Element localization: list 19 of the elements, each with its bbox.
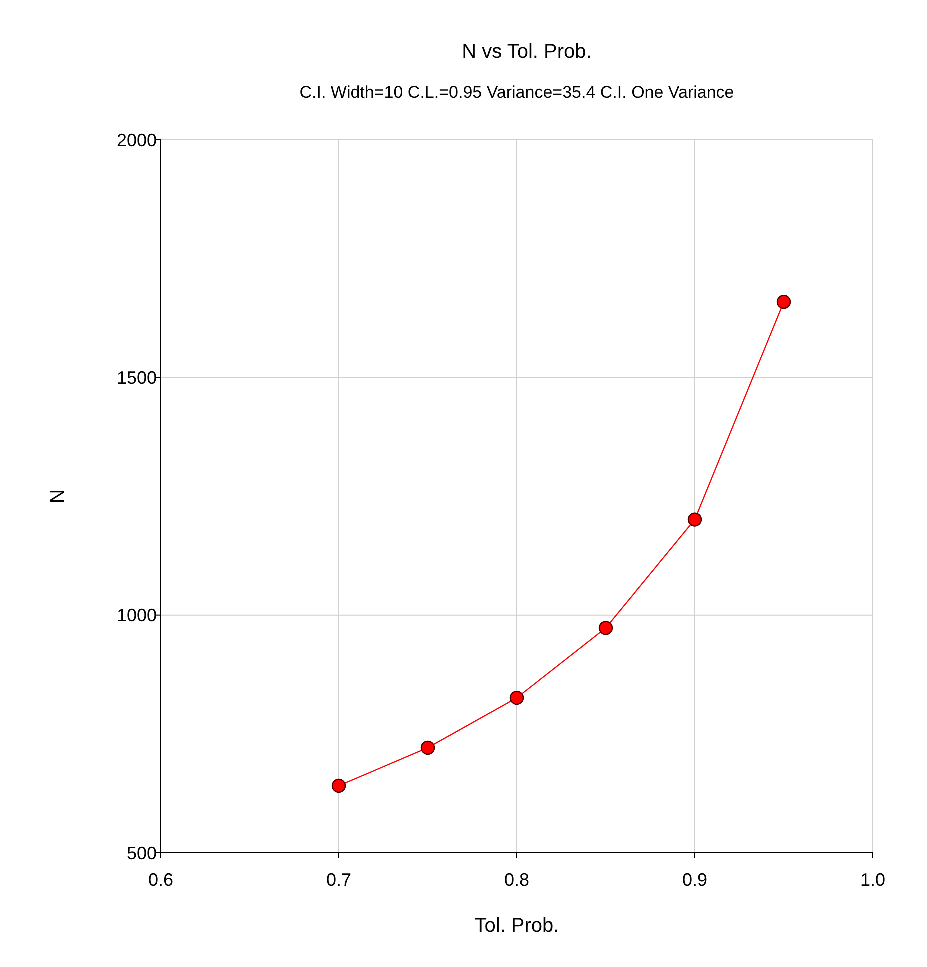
x-tick-label: 0.8 (504, 870, 530, 890)
y-tick-label: 2000 (116, 130, 157, 150)
chart-subtitle: C.I. Width=10 C.L.=0.95 Variance=35.4 C.I. One Variance (300, 83, 734, 102)
point (598, 621, 614, 636)
point (688, 512, 702, 527)
y-tick-label: 1500 (116, 368, 157, 388)
x-tick-label: 0.9 (682, 870, 708, 890)
y-tick-label: 500 (126, 843, 157, 864)
point (776, 294, 792, 310)
x-tick-label: 0.7 (326, 870, 352, 890)
chart-title: N vs Tol. Prob. (462, 41, 592, 63)
x-tick-label: 1.0 (860, 870, 886, 890)
point (510, 690, 524, 706)
point (332, 778, 346, 794)
point (420, 740, 436, 756)
y-tick-label: 1000 (116, 606, 157, 626)
y-axis-title: N (47, 489, 69, 504)
x-tick-label: 0.6 (148, 870, 174, 890)
x-axis-title: Tol. Prob. (474, 915, 560, 937)
